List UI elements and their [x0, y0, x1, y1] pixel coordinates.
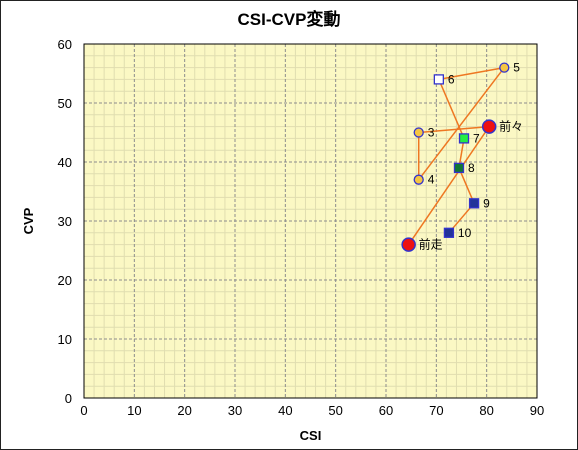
point-label-9: 9	[483, 196, 490, 210]
x-tick-label: 30	[228, 403, 242, 418]
trajectory-segment	[458, 167, 475, 204]
x-axis-ticks: 0 10 20 30 40 50 60 70 80 90	[80, 403, 544, 418]
point-label-8: 8	[468, 161, 475, 175]
y-axis-ticks: 0 10 20 30 40 50 60	[58, 37, 72, 406]
data-point-6	[433, 74, 445, 85]
y-tick-label: 10	[58, 332, 72, 347]
point-label-10: 10	[458, 226, 472, 240]
y-tick-label: 20	[58, 273, 72, 288]
trajectory-segment	[418, 125, 490, 134]
y-tick-label: 40	[58, 155, 72, 170]
trajectory-segment	[438, 66, 505, 81]
x-tick-label: 10	[127, 403, 141, 418]
point-label-6: 6	[448, 72, 455, 86]
x-tick-label: 90	[530, 403, 544, 418]
point-label-4: 4	[428, 173, 435, 187]
y-tick-label: 60	[58, 37, 72, 52]
trajectory-segment	[418, 67, 505, 181]
x-tick-label: 60	[379, 403, 393, 418]
point-labels: 前走 前々 3 4 5 6 7 8 9 10	[419, 61, 524, 252]
point-label-前走: 前走	[419, 237, 443, 252]
x-axis-label: CSI	[300, 428, 322, 443]
data-point-前々	[481, 119, 497, 134]
y-tick-label: 50	[58, 96, 72, 111]
data-point-8	[453, 162, 465, 174]
y-tick-label: 0	[65, 391, 72, 406]
x-tick-label: 80	[479, 403, 493, 418]
data-point-4	[413, 174, 424, 185]
point-label-7: 7	[473, 131, 480, 145]
point-label-5: 5	[513, 61, 520, 75]
chart-title: CSI-CVP変動	[238, 9, 341, 29]
x-tick-label: 40	[278, 403, 292, 418]
trajectory-lines	[408, 66, 505, 246]
x-tick-label: 50	[328, 403, 342, 418]
y-axis-label: CVP	[21, 207, 36, 234]
data-point-3	[413, 127, 424, 138]
plot-border	[83, 43, 538, 399]
data-point-前走	[401, 237, 416, 252]
x-tick-label: 70	[429, 403, 443, 418]
data-point-7	[458, 133, 470, 144]
data-point-5	[499, 62, 510, 73]
data-point-10	[443, 227, 455, 238]
point-label-3: 3	[428, 126, 435, 140]
trajectory-segment	[438, 79, 465, 139]
trajectory-segment	[408, 126, 490, 246]
data-points	[401, 62, 510, 252]
point-label-前々: 前々	[499, 119, 523, 134]
y-tick-label: 30	[58, 214, 72, 229]
data-point-9	[468, 198, 480, 209]
x-tick-label: 20	[177, 403, 191, 418]
x-tick-label: 0	[80, 403, 87, 418]
